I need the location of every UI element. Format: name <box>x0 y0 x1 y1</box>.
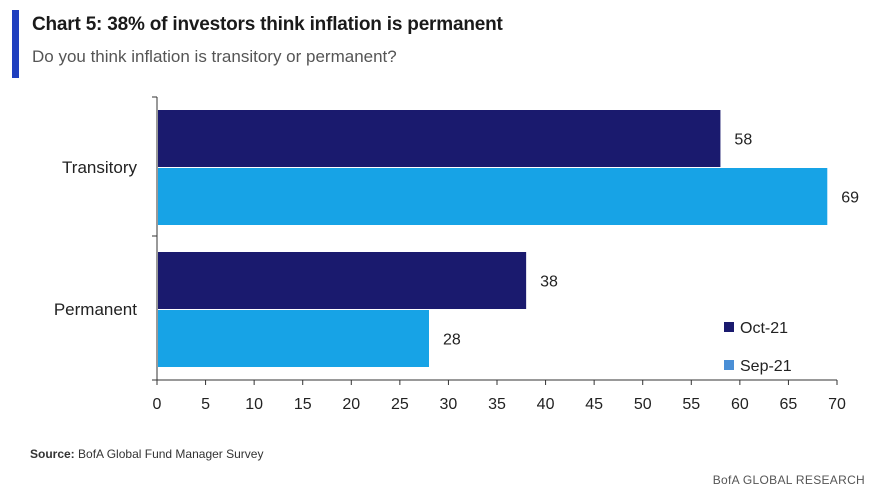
data-label: 28 <box>443 332 461 349</box>
source-label: Source: <box>30 447 75 461</box>
x-tick-label: 15 <box>294 396 312 413</box>
bar-chart: 0 5 10 15 20 25 30 35 40 45 50 55 60 65 70 Transitory 58… <box>54 96 859 413</box>
chart-subtitle: Do you think inflation is transitory or … <box>32 47 397 66</box>
x-tick-label: 10 <box>245 396 263 413</box>
chart-title: Chart 5: 38% of investors think inflatio… <box>32 14 503 35</box>
data-label: 58 <box>734 132 752 149</box>
x-tick-label: 0 <box>153 396 162 413</box>
bar-sep-21 <box>158 310 429 367</box>
x-tick-label: 40 <box>537 396 555 413</box>
x-tick-label: 25 <box>391 396 409 413</box>
data-label: 38 <box>540 274 558 291</box>
x-tick-label: 60 <box>731 396 749 413</box>
legend-label: Sep-21 <box>740 358 792 375</box>
source-note: Source: BofA Global Fund Manager Survey <box>30 447 263 461</box>
bar-oct-21 <box>158 110 721 167</box>
bar-oct-21 <box>158 252 527 309</box>
x-tick-label: 70 <box>828 396 846 413</box>
x-tick-label: 55 <box>682 396 700 413</box>
x-tick-label: 30 <box>440 396 458 413</box>
brand-footer: BofA GLOBAL RESEARCH <box>712 473 865 487</box>
x-tick-label: 50 <box>634 396 652 413</box>
legend-label: Oct-21 <box>740 320 788 337</box>
title-accent-bar <box>12 10 19 78</box>
data-label: 69 <box>841 190 859 207</box>
x-tick-label: 65 <box>780 396 798 413</box>
y-category-label: Permanent <box>54 300 137 319</box>
x-tick-label: 35 <box>488 396 506 413</box>
x-tick-label: 45 <box>585 396 603 413</box>
x-tick-label: 5 <box>201 396 210 413</box>
source-text: BofA Global Fund Manager Survey <box>78 447 264 461</box>
x-tick-label: 20 <box>342 396 360 413</box>
legend-swatch <box>724 322 734 332</box>
legend-swatch <box>724 360 734 370</box>
y-category-label: Transitory <box>62 158 137 177</box>
bar-sep-21 <box>158 168 828 225</box>
